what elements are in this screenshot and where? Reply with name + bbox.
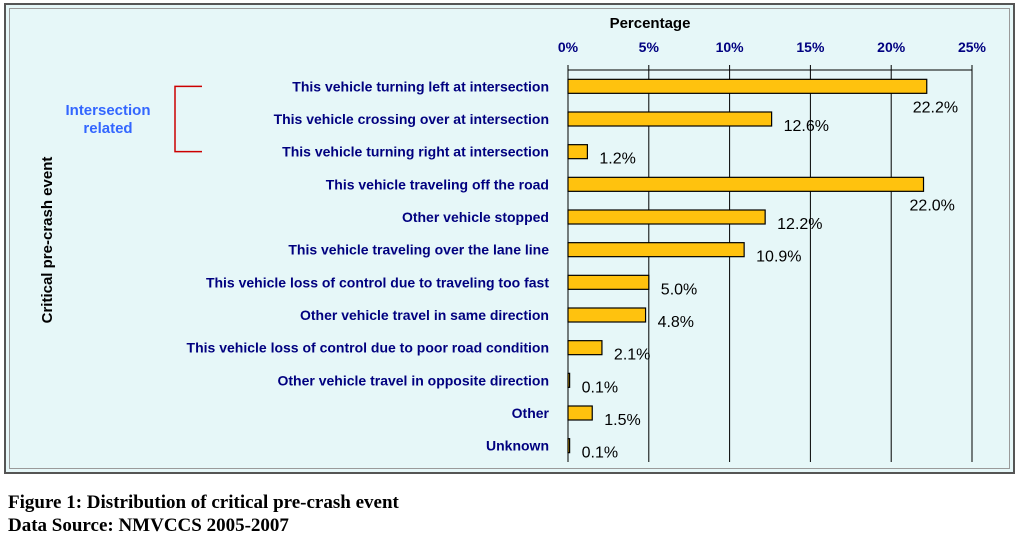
data-label: 0.1%: [582, 379, 618, 396]
data-labels: 22.2% 12.6% 1.2% 22.0% 12.2% 10.9% 5.0% 4.8% 2.1…: [582, 99, 959, 461]
x-tick-label: 15%: [796, 39, 825, 55]
data-label: 2.1%: [614, 347, 650, 364]
annotation-text: related: [83, 120, 132, 137]
bar: [567, 176, 925, 192]
data-label: 22.2%: [913, 99, 958, 116]
intersection-bracket: [174, 85, 202, 153]
data-label: 0.1%: [582, 445, 618, 462]
data-label: 12.6%: [784, 118, 829, 135]
chart-inner-border: [9, 8, 1010, 469]
category-label: Other: [512, 405, 550, 421]
data-label: 5.0%: [661, 281, 697, 298]
data-label: 22.0%: [910, 197, 955, 214]
bar: [567, 372, 571, 388]
x-tick-label: 5%: [639, 39, 660, 55]
category-label: This vehicle turning left at intersectio…: [292, 78, 549, 94]
category-label: This vehicle loss of control due to trav…: [206, 274, 549, 290]
category-label: Other vehicle travel in same direction: [300, 307, 549, 323]
x-tick-label: 0%: [558, 39, 579, 55]
bar: [567, 209, 766, 225]
category-label: This vehicle loss of control due to poor…: [187, 340, 549, 356]
category-label: Other vehicle stopped: [402, 209, 549, 225]
bar: [567, 242, 745, 258]
x-tick-label: 20%: [877, 39, 906, 55]
data-label: 1.2%: [599, 151, 635, 168]
category-label: Other vehicle travel in opposite directi…: [277, 372, 549, 388]
grid-lines: [567, 65, 973, 462]
data-label: 1.5%: [604, 412, 640, 429]
annotation-text: Intersection: [65, 102, 150, 119]
data-label: 4.8%: [658, 314, 694, 331]
bar: [567, 405, 593, 421]
y-axis-title: Critical pre-crash event: [39, 157, 56, 324]
bar: [567, 111, 773, 127]
bar: [567, 307, 647, 323]
x-axis-title: Percentage: [610, 15, 691, 32]
category-label: This vehicle crossing over at intersecti…: [274, 111, 549, 127]
category-label: This vehicle traveling off the road: [326, 176, 549, 192]
figure-caption: Figure 1: Distribution of critical pre-c…: [8, 492, 399, 513]
bar-chart: Percentage Critical pre-crash event 0% 5%…: [39, 15, 987, 462]
data-source-caption: Data Source: NMVCCS 2005-2007: [8, 515, 289, 536]
bar: [567, 340, 603, 356]
x-tick-label: 25%: [958, 39, 987, 55]
x-tick-label: 10%: [716, 39, 745, 55]
category-label: This vehicle traveling over the lane lin…: [288, 242, 549, 258]
bars: [567, 78, 928, 454]
bar: [567, 78, 928, 94]
bar: [567, 438, 571, 454]
category-label: This vehicle turning right at intersecti…: [282, 144, 549, 160]
x-tick-labels: 0% 5% 10% 15% 20% 25%: [558, 39, 987, 55]
bar: [567, 144, 588, 160]
data-label: 12.2%: [777, 216, 822, 233]
category-labels: This vehicle turning left at intersectio…: [187, 78, 550, 453]
category-label: Unknown: [486, 438, 549, 454]
data-label: 10.9%: [756, 249, 801, 266]
bar: [567, 274, 650, 290]
